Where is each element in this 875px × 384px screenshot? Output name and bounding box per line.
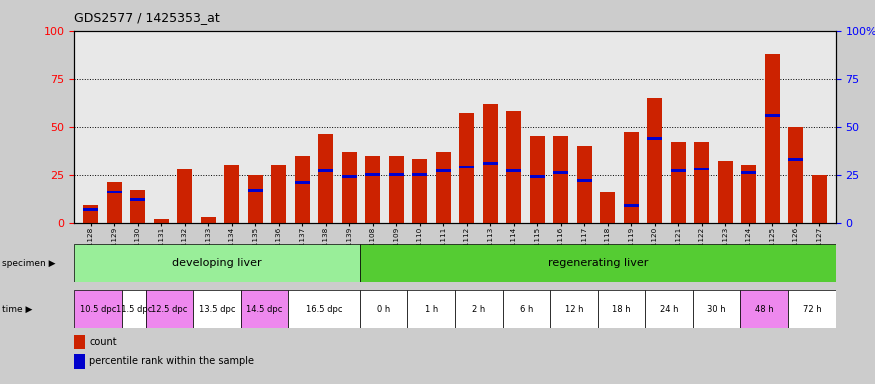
Bar: [765, 54, 780, 223]
Bar: [648, 137, 662, 140]
Bar: [107, 190, 122, 194]
Bar: [122, 290, 146, 328]
Bar: [295, 181, 310, 184]
Bar: [670, 169, 686, 172]
Bar: [577, 146, 592, 223]
Bar: [788, 127, 803, 223]
Bar: [694, 167, 710, 170]
Bar: [271, 165, 286, 223]
Text: 18 h: 18 h: [612, 305, 631, 314]
Text: 30 h: 30 h: [707, 305, 726, 314]
Text: 1 h: 1 h: [424, 305, 438, 314]
Bar: [436, 169, 451, 172]
Bar: [388, 156, 404, 223]
Text: 10.5 dpc: 10.5 dpc: [80, 305, 116, 314]
Bar: [765, 114, 780, 117]
Bar: [436, 152, 451, 223]
Text: 12.5 dpc: 12.5 dpc: [151, 305, 188, 314]
Bar: [412, 173, 427, 176]
Bar: [74, 244, 360, 282]
Bar: [694, 142, 710, 223]
Text: 12 h: 12 h: [564, 305, 584, 314]
Bar: [224, 165, 240, 223]
Bar: [248, 189, 262, 192]
Bar: [788, 158, 803, 161]
Bar: [670, 142, 686, 223]
Text: regenerating liver: regenerating liver: [548, 258, 648, 268]
Bar: [455, 290, 502, 328]
Bar: [365, 173, 381, 176]
Text: 11.5 dpc: 11.5 dpc: [116, 305, 152, 314]
Bar: [360, 290, 408, 328]
Bar: [553, 136, 569, 223]
Bar: [553, 171, 569, 174]
Bar: [83, 205, 99, 223]
Text: 72 h: 72 h: [802, 305, 821, 314]
Bar: [408, 290, 455, 328]
Bar: [412, 159, 427, 223]
Bar: [529, 175, 545, 178]
Text: 13.5 dpc: 13.5 dpc: [199, 305, 235, 314]
Text: 6 h: 6 h: [520, 305, 533, 314]
Bar: [624, 132, 639, 223]
Text: count: count: [89, 337, 117, 347]
Bar: [295, 156, 310, 223]
Bar: [318, 134, 333, 223]
Bar: [177, 169, 192, 223]
Bar: [502, 290, 550, 328]
Bar: [598, 290, 646, 328]
Bar: [693, 290, 740, 328]
Bar: [506, 111, 522, 223]
Bar: [624, 204, 639, 207]
Text: 16.5 dpc: 16.5 dpc: [306, 305, 342, 314]
Bar: [107, 182, 122, 223]
Bar: [248, 175, 262, 223]
Bar: [360, 244, 836, 282]
Bar: [200, 217, 216, 223]
Text: 48 h: 48 h: [755, 305, 774, 314]
Bar: [550, 290, 598, 328]
Bar: [365, 156, 381, 223]
Bar: [483, 162, 498, 165]
Bar: [193, 290, 241, 328]
Bar: [718, 161, 733, 223]
Bar: [74, 290, 122, 328]
Text: specimen ▶: specimen ▶: [2, 258, 55, 268]
Bar: [130, 198, 145, 201]
Bar: [529, 136, 545, 223]
Bar: [483, 104, 498, 223]
Text: 24 h: 24 h: [660, 305, 678, 314]
Bar: [146, 290, 193, 328]
Text: 0 h: 0 h: [377, 305, 390, 314]
Bar: [341, 152, 357, 223]
Bar: [241, 290, 289, 328]
Bar: [740, 290, 788, 328]
Bar: [459, 166, 474, 169]
Bar: [341, 175, 357, 178]
Text: developing liver: developing liver: [172, 258, 262, 268]
Bar: [741, 171, 756, 174]
Bar: [646, 290, 693, 328]
Bar: [388, 173, 404, 176]
Bar: [577, 179, 592, 182]
Bar: [318, 169, 333, 172]
Text: 14.5 dpc: 14.5 dpc: [247, 305, 283, 314]
Bar: [600, 192, 615, 223]
Text: GDS2577 / 1425353_at: GDS2577 / 1425353_at: [74, 12, 220, 25]
Text: time ▶: time ▶: [2, 305, 32, 314]
Bar: [788, 290, 836, 328]
Bar: [648, 98, 662, 223]
Bar: [154, 219, 169, 223]
Bar: [130, 190, 145, 223]
Bar: [506, 169, 522, 172]
Text: percentile rank within the sample: percentile rank within the sample: [89, 356, 255, 366]
Bar: [459, 113, 474, 223]
Text: 2 h: 2 h: [473, 305, 486, 314]
Bar: [289, 290, 360, 328]
Bar: [741, 165, 756, 223]
Bar: [83, 208, 99, 211]
Bar: [811, 175, 827, 223]
